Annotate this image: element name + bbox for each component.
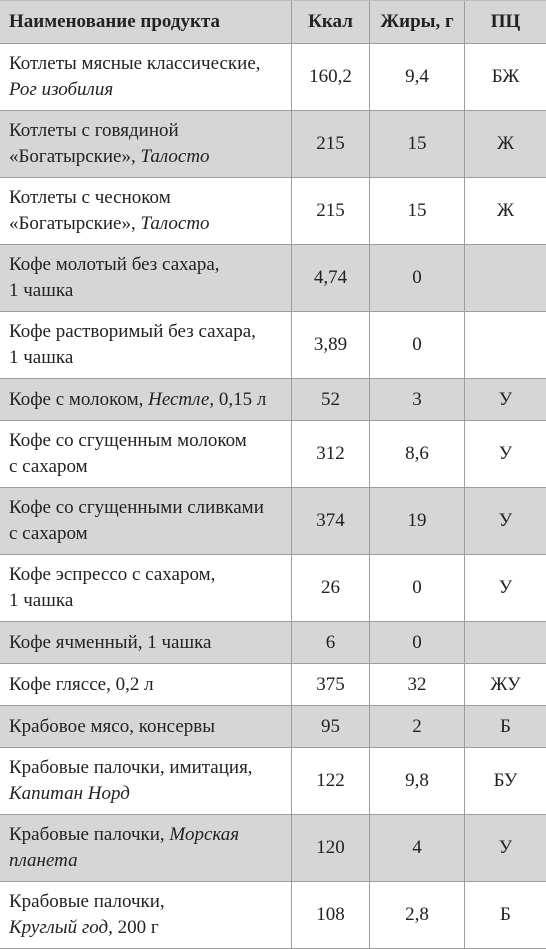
kcal-value: 95 bbox=[292, 706, 370, 747]
kcal-value: 108 bbox=[292, 882, 370, 948]
brand-name: Круглый год, bbox=[9, 917, 113, 938]
product-name: Котлеты с чесноком «Богатырские», Талост… bbox=[0, 178, 292, 244]
fat-value: 3 bbox=[370, 379, 465, 420]
kcal-value: 4,74 bbox=[292, 245, 370, 311]
brand-name: Нестле bbox=[148, 388, 210, 410]
kcal-value: 120 bbox=[292, 815, 370, 881]
kcal-value: 160,2 bbox=[292, 44, 370, 110]
pc-value: Ж bbox=[496, 200, 515, 221]
product-name: Кофе с молоком, Нестле, 0,15 л bbox=[0, 379, 292, 420]
product-name: Крабовые палочки, Морская планета bbox=[0, 815, 292, 881]
table-row: Котлеты мясные классические, Рог изобили… bbox=[0, 44, 546, 111]
pc-value: БУ bbox=[493, 770, 518, 791]
pc-value: У bbox=[498, 443, 513, 464]
product-name: Кофе со сгущенным молоком с сахаром bbox=[0, 421, 292, 487]
table-row: Крабовые палочки, Морская планета 120 4 … bbox=[0, 815, 546, 882]
header-name: Наименование продукта bbox=[0, 1, 292, 43]
table-row: Кофе со сгущенным молоком с сахаром 312 … bbox=[0, 421, 546, 488]
brand-name: Талосто bbox=[140, 146, 210, 167]
kcal-value: 215 bbox=[292, 111, 370, 177]
fat-value: 19 bbox=[370, 488, 465, 554]
pc-value: У bbox=[498, 510, 513, 531]
fat-value: 8,6 bbox=[370, 421, 465, 487]
table-row: Кофе глясcе, 0,2 л 375 32 ЖУ bbox=[0, 664, 546, 706]
pc-value: Б bbox=[500, 715, 511, 737]
kcal-value: 3,89 bbox=[292, 312, 370, 378]
fat-value: 15 bbox=[370, 111, 465, 177]
pc-value: БЖ bbox=[491, 66, 520, 87]
pc-value: Ж bbox=[496, 133, 515, 154]
table-row: Котлеты с говядиной «Богатырские», Талос… bbox=[0, 111, 546, 178]
pc-value: Б bbox=[500, 904, 511, 925]
pc-value: У bbox=[498, 388, 513, 410]
fat-value: 4 bbox=[370, 815, 465, 881]
product-name: Кофе растворимый без сахара, 1 чашка bbox=[0, 312, 292, 378]
product-name: Кофе эспрессо с сахаром, 1 чашка bbox=[0, 555, 292, 621]
product-name: Кофе ячменный, 1 чашка bbox=[0, 622, 292, 663]
pc-value: У bbox=[498, 837, 513, 858]
fat-value: 0 bbox=[370, 312, 465, 378]
fat-value: 32 bbox=[370, 664, 465, 705]
table-row: Кофе эспрессо с сахаром, 1 чашка 26 0 У bbox=[0, 555, 546, 622]
kcal-value: 215 bbox=[292, 178, 370, 244]
fat-value: 0 bbox=[370, 555, 465, 621]
product-name: Кофе молотый без сахара, 1 чашка bbox=[0, 245, 292, 311]
pc-value bbox=[465, 245, 546, 311]
kcal-value: 6 bbox=[292, 622, 370, 663]
kcal-value: 312 bbox=[292, 421, 370, 487]
fat-value: 9,8 bbox=[370, 748, 465, 814]
table-header: Наименование продукта Ккал Жиры, г ПЦ bbox=[0, 1, 546, 44]
product-name: Кофе со сгущенными сливками с сахаром bbox=[0, 488, 292, 554]
header-fat: Жиры, г bbox=[370, 1, 465, 43]
product-name: Кофе глясcе, 0,2 л bbox=[0, 664, 292, 705]
fat-value: 2,8 bbox=[370, 882, 465, 948]
brand-name: Рог изобилия bbox=[9, 79, 114, 100]
brand-name: Морская bbox=[169, 824, 240, 845]
fat-value: 9,4 bbox=[370, 44, 465, 110]
pc-value: У bbox=[498, 577, 513, 598]
table-row: Котлеты с чесноком «Богатырские», Талост… bbox=[0, 178, 546, 245]
product-name: Крабовое мясо, консервы bbox=[0, 706, 292, 747]
table-row: Крабовые палочки, Круглый год, 200 г 108… bbox=[0, 882, 546, 949]
pc-value: ЖУ bbox=[490, 673, 521, 695]
fat-value: 0 bbox=[370, 245, 465, 311]
table-row: Крабовое мясо, консервы 95 2 Б bbox=[0, 706, 546, 748]
product-name: Котлеты с говядиной «Богатырские», Талос… bbox=[0, 111, 292, 177]
table-row: Кофе молотый без сахара, 1 чашка 4,74 0 bbox=[0, 245, 546, 312]
product-name: Крабовые палочки, Круглый год, 200 г bbox=[0, 882, 292, 948]
product-name: Крабовые палочки, имитация, Капитан Норд bbox=[0, 748, 292, 814]
product-name: Котлеты мясные классические, Рог изобили… bbox=[0, 44, 292, 110]
kcal-value: 26 bbox=[292, 555, 370, 621]
fat-value: 15 bbox=[370, 178, 465, 244]
brand-name: планета bbox=[9, 850, 78, 871]
header-kcal: Ккал bbox=[292, 1, 370, 43]
fat-value: 2 bbox=[370, 706, 465, 747]
kcal-value: 374 bbox=[292, 488, 370, 554]
brand-name: Капитан Норд bbox=[9, 783, 130, 804]
kcal-value: 122 bbox=[292, 748, 370, 814]
table-row: Кофе с молоком, Нестле, 0,15 л 52 3 У bbox=[0, 379, 546, 421]
header-pc: ПЦ bbox=[490, 11, 521, 32]
pc-value bbox=[465, 622, 546, 663]
kcal-value: 375 bbox=[292, 664, 370, 705]
table-row: Кофе растворимый без сахара, 1 чашка 3,8… bbox=[0, 312, 546, 379]
table-row: Кофе со сгущенными сливками с сахаром 37… bbox=[0, 488, 546, 555]
table-row: Кофе ячменный, 1 чашка 6 0 bbox=[0, 622, 546, 664]
kcal-value: 52 bbox=[292, 379, 370, 420]
brand-name: Талосто bbox=[140, 213, 210, 234]
pc-value bbox=[465, 312, 546, 378]
fat-value: 0 bbox=[370, 622, 465, 663]
table-row: Крабовые палочки, имитация, Капитан Норд… bbox=[0, 748, 546, 815]
